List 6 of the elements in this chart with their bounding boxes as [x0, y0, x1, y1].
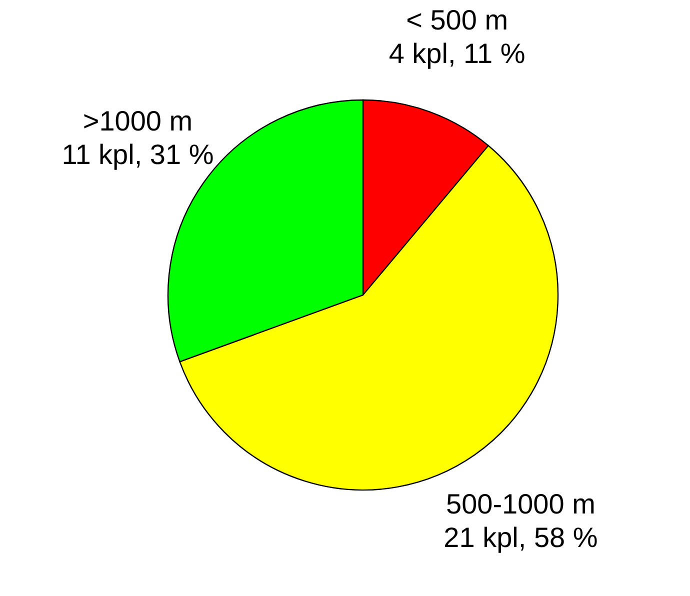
slice-label: < 500 m — [406, 4, 508, 36]
slice-label: 500-1000 m — [446, 488, 596, 520]
slice-label: >1000 m — [82, 105, 193, 136]
data-label: 4 kpl, 11 % — [388, 38, 526, 70]
data-label: 21 kpl, 58 % — [444, 522, 598, 553]
data-label: 11 kpl, 31 % — [62, 138, 214, 170]
